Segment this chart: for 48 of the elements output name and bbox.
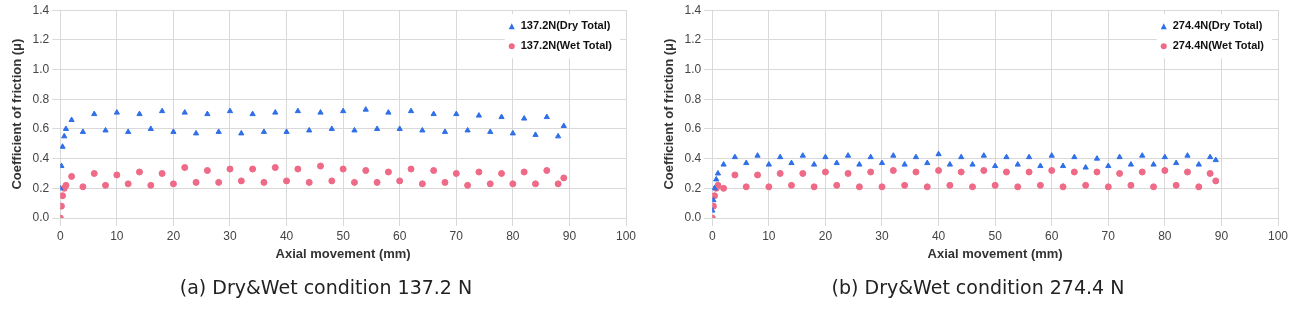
legend-label: 137.2N(Dry Total) [520,19,611,32]
x-tick-label: 100 [615,228,637,243]
y-tick-label: 0.0 [32,210,50,225]
y-tick-label: 0.2 [684,180,702,195]
x-tick-label: 10 [110,228,124,243]
x-tick-label: 50 [336,228,351,243]
legend-label: 274.4N(Wet Total) [1172,39,1265,52]
text: (a) Dry&Wet condition 137.2 N [179,276,473,298]
x-tick-label: 0 [708,228,716,243]
y-tick-label: 0.4 [684,150,702,165]
y-tick-label: 0.6 [684,121,702,136]
x-tick-label: 80 [1158,228,1172,243]
y-tick-label: 1.0 [32,61,50,76]
y-tick-label: 0.2 [32,180,50,195]
y-tick-label: 0.0 [684,210,702,225]
x-tick-label: 90 [1214,228,1229,243]
x-tick-label: 60 [393,228,407,243]
x-tick-label: 50 [988,228,1003,243]
x-axis-title: Axial movement (mm) [275,245,411,261]
y-axis-title: Coefficient of friction (μ) [9,38,25,190]
x-tick-label: 40 [279,228,294,243]
x-tick-label: 10 [762,228,776,243]
x-tick-label: 20 [166,228,181,243]
y-tick-label: 1.4 [684,2,702,17]
x-tick-label: 20 [818,228,833,243]
y-tick-label: 1.2 [32,32,50,47]
x-tick-label: 60 [1045,228,1059,243]
y-tick-label: 0.6 [32,121,50,136]
y-tick-label: 0.8 [32,91,50,106]
x-tick-label: 70 [449,228,464,243]
y-tick-label: 1.4 [32,2,50,17]
y-axis-title: Coefficient of friction (μ) [661,38,677,190]
x-tick-label: 90 [562,228,577,243]
x-tick-label: 30 [875,228,889,243]
legend-label: 137.2N(Wet Total) [520,39,613,52]
text: (b) Dry&Wet condition 274.4 N [831,276,1125,298]
y-tick-label: 0.8 [684,91,702,106]
x-tick-label: 80 [506,228,520,243]
y-tick-label: 0.4 [32,150,50,165]
x-tick-label: 40 [931,228,946,243]
x-axis-title: Axial movement (mm) [927,245,1063,261]
x-tick-label: 70 [1101,228,1116,243]
y-tick-label: 1.2 [684,32,702,47]
x-tick-label: 100 [1267,228,1289,243]
x-tick-label: 0 [56,228,64,243]
x-tick-label: 30 [223,228,237,243]
y-tick-label: 1.0 [684,61,702,76]
legend-label: 274.4N(Dry Total) [1172,19,1263,32]
